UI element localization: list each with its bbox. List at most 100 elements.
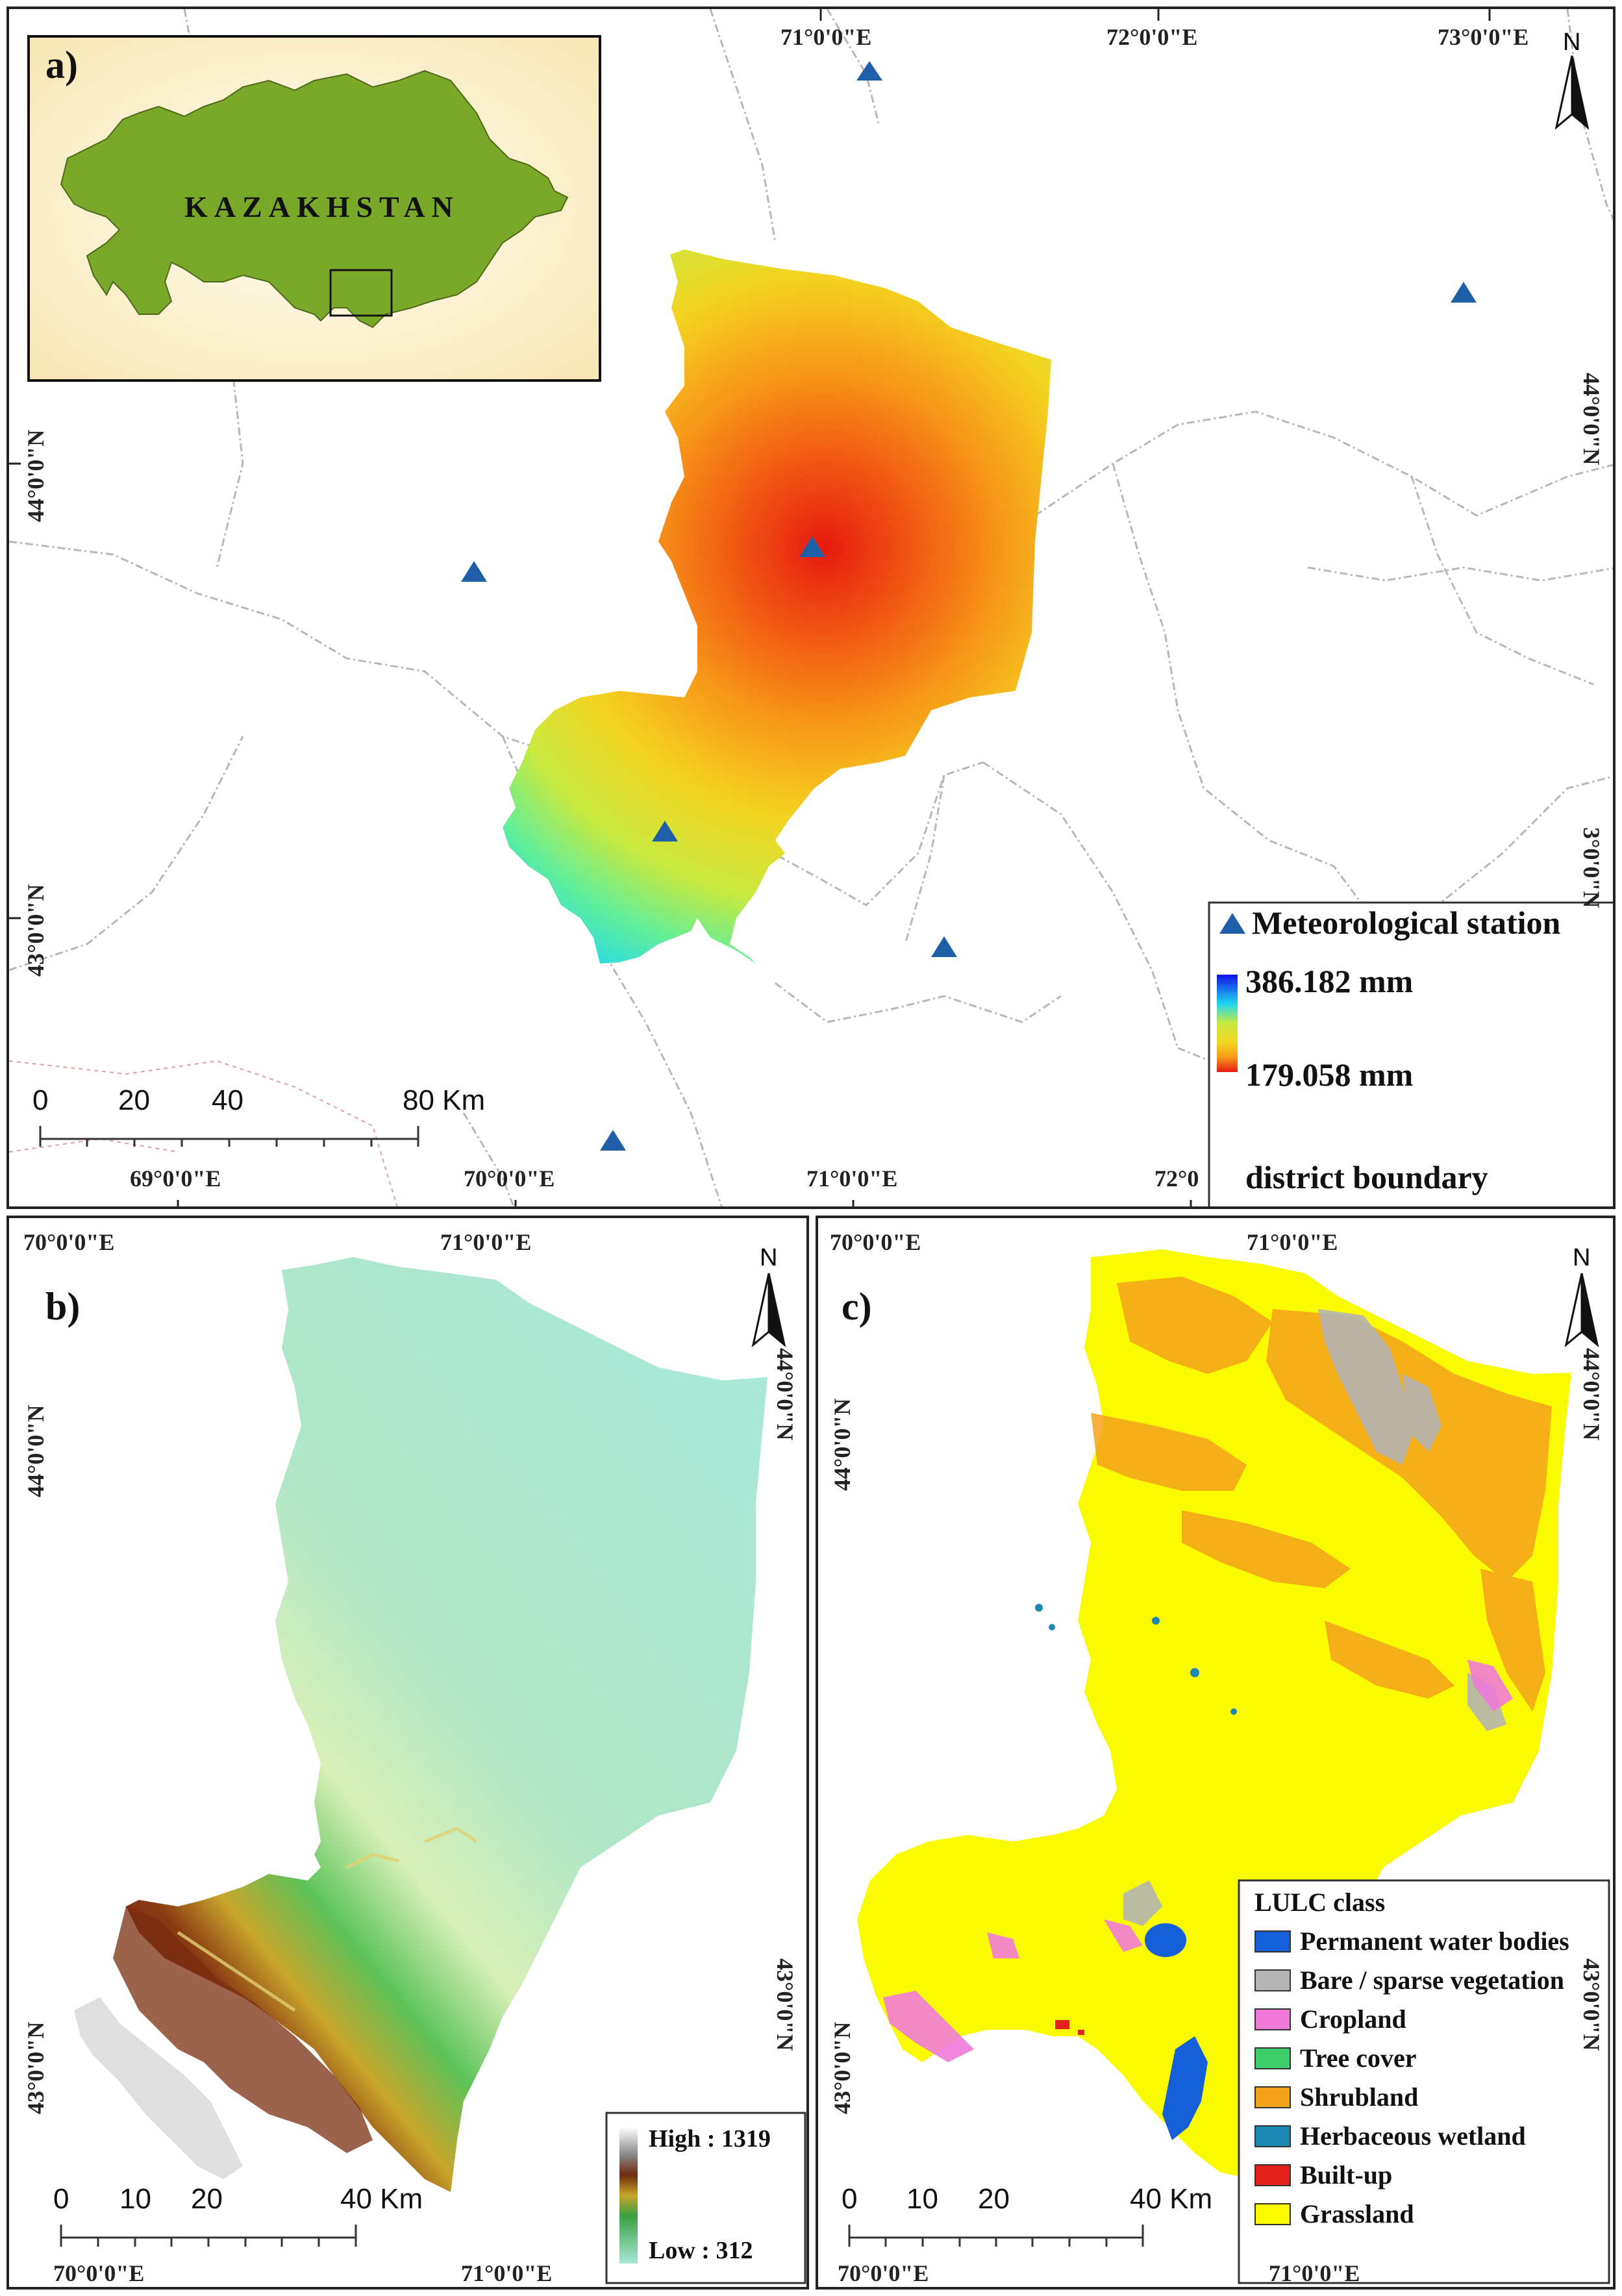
- water-body: [1145, 1923, 1186, 1957]
- scale-a-0: 0: [32, 1084, 49, 1116]
- panel-b-bottom-lon-1: 70°0'0"E: [53, 2260, 145, 2286]
- panel-a-right-lat-1: 44°0'0"N: [1578, 373, 1604, 466]
- panel-a-label: a): [45, 44, 78, 86]
- panel-b-map-canvas: [60, 1257, 806, 2284]
- lulc-swatch: [1254, 2008, 1291, 2030]
- panel-c-bottom-lon-2: 71°0'0"E: [1269, 2260, 1360, 2286]
- lulc-label: Tree cover: [1300, 2043, 1417, 2073]
- panel-b-north-label: N: [760, 1244, 778, 1271]
- panel-a-bottom-lon-3: 71°0'0"E: [806, 1166, 898, 1192]
- panel-a-top-lon-3: 73°0'0"E: [1438, 24, 1529, 50]
- panel-a-top-lon-2: 72°0'0"E: [1106, 24, 1198, 50]
- lulc-legend-title: LULC class: [1254, 1888, 1386, 1917]
- inset-country-label: KAZAKHSTAN: [184, 190, 460, 223]
- legend-station-icon: [1219, 913, 1245, 934]
- scale-c-20: 20: [978, 2183, 1010, 2215]
- panel-b-right-lat-1: 44°0'0"N: [772, 1348, 798, 1441]
- station-marker: [600, 1130, 626, 1151]
- north-arrow-b: [751, 1273, 786, 1347]
- panel-c-left-lat-2: 43°0'0"N: [829, 2021, 855, 2114]
- panel-a-top-lon-1: 71°0'0"E: [780, 24, 872, 50]
- panel-a-right-lat-2: 3°0'0"N: [1578, 827, 1604, 908]
- panel-b-bottom-lon-2: 71°0'0"E: [461, 2260, 553, 2286]
- lulc-swatch: [1254, 1930, 1291, 1953]
- scale-a-20: 20: [118, 1084, 150, 1116]
- lulc-label: Cropland: [1300, 2004, 1406, 2034]
- scale-bar-c: [848, 2225, 1144, 2247]
- panel-b-right-lat-2: 43°0'0"N: [772, 1958, 798, 2051]
- lulc-label: Herbaceous wetland: [1300, 2121, 1526, 2151]
- scale-c-40: 40 Km: [1130, 2183, 1213, 2215]
- grassland-area: [857, 1249, 1571, 2179]
- ridges: [177, 1827, 478, 2012]
- north-arrow-a: [1554, 55, 1590, 130]
- legend-precip-ramp: [1217, 975, 1238, 1072]
- shrubland-patches: [1091, 1277, 1552, 1712]
- legend-precip-high: 386.182 mm: [1245, 963, 1414, 999]
- elevation-raster: [126, 1257, 767, 2192]
- panel-b-left-lat-1: 44°0'0"N: [23, 1404, 49, 1497]
- legend-box-a: [1208, 901, 1613, 1206]
- legend-box-b: [605, 2112, 806, 2284]
- panel-c-label: c): [842, 1285, 872, 1328]
- panel-c-lulc-map: c) 70°0'0"E 71°0'0"E 70°0'0"E 71°0'0"E 4…: [816, 1216, 1616, 2290]
- lulc-swatch: [1254, 2125, 1291, 2147]
- tree-wetland-specks: [1035, 1604, 1237, 1715]
- scale-c-0: 0: [842, 2183, 858, 2215]
- panel-a-bottom-lon-1: 69°0'0"E: [130, 1166, 221, 1192]
- panel-b-label: b): [45, 1285, 81, 1328]
- water-bodies: [1145, 1923, 1208, 2140]
- panel-b-left-lat-2: 43°0'0"N: [23, 2021, 49, 2114]
- lulc-label: Bare / sparse vegetation: [1300, 1965, 1564, 1995]
- legend-station-label: Meteorological station: [1252, 905, 1561, 941]
- scale-bar-a: [39, 1126, 419, 1147]
- legend-elevation-low: Low : 312: [649, 2237, 753, 2264]
- panel-c-left-lat-1: 44°0'0"N: [829, 1398, 855, 1491]
- scale-b-40: 40 Km: [340, 2183, 423, 2215]
- builtup-specks: [1055, 2020, 1084, 2035]
- meteorological-stations: [461, 61, 1477, 1151]
- lulc-legend-item: Herbaceous wetland: [1254, 2121, 1526, 2151]
- panel-c-north-label: N: [1573, 1244, 1591, 1271]
- lulc-swatch: [1254, 2047, 1291, 2069]
- panel-c-right-lat-2: 43°0'0"N: [1578, 1958, 1604, 2051]
- panel-a-left-lat-2: 43°0'0"N: [23, 884, 49, 977]
- study-area-box: [329, 269, 393, 317]
- lulc-swatch: [1254, 2202, 1291, 2225]
- panel-a-map-canvas: [9, 9, 1613, 1206]
- north-arrow-c: [1564, 1273, 1599, 1347]
- panel-c-top-lon-2: 71°0'0"E: [1247, 1229, 1338, 1255]
- panel-b-elevation-map: b) 70°0'0"E 71°0'0"E 70°0'0"E 71°0'0"E 4…: [6, 1216, 809, 2290]
- station-marker: [461, 561, 487, 582]
- water-body: [1162, 2036, 1208, 2140]
- lulc-label: Permanent water bodies: [1300, 1927, 1569, 1956]
- panel-c-bottom-lon-1: 70°0'0"E: [838, 2260, 929, 2286]
- legend-elevation-high: High : 1319: [649, 2125, 771, 2152]
- lulc-legend-item: Bare / sparse vegetation: [1254, 1965, 1564, 1995]
- lulc-legend-item: Shrubland: [1254, 2082, 1418, 2112]
- lulc-swatch: [1254, 2086, 1291, 2108]
- legend-district-boundary: district boundary: [1245, 1159, 1488, 1195]
- legend-precip-low: 179.058 mm: [1245, 1056, 1414, 1093]
- scale-b-0: 0: [53, 2183, 69, 2215]
- lulc-legend-item: Tree cover: [1254, 2043, 1417, 2073]
- lulc-legend-item: Cropland: [1254, 2004, 1406, 2034]
- lulc-swatch: [1254, 1969, 1291, 1991]
- scale-b-10: 10: [119, 2183, 151, 2215]
- panel-a-north-label: N: [1563, 29, 1581, 56]
- station-marker: [931, 936, 957, 957]
- high-mountains: [113, 1906, 373, 2153]
- legend-elevation-ramp: [619, 2127, 638, 2264]
- scale-bar-b: [60, 2225, 357, 2247]
- legend-box-c: [1238, 1879, 1610, 2284]
- panel-c-map-canvas: [848, 1249, 1610, 2284]
- lulc-legend-item: Built-up: [1254, 2160, 1392, 2190]
- panel-c-right-lat-1: 44°0'0"N: [1578, 1348, 1604, 1441]
- station-marker: [856, 61, 882, 81]
- lulc-label: Shrubland: [1300, 2082, 1419, 2112]
- red-boundaries: [9, 1060, 398, 1206]
- panel-a-left-lat-1: 44°0'0"N: [23, 429, 49, 522]
- panel-b-top-lon-2: 71°0'0"E: [440, 1229, 532, 1255]
- panel-a-precipitation-map: a) KAZAKHSTAN 71°0'0"E 72°0'0"E 73°0'0"E…: [6, 6, 1616, 1209]
- kazakhstan-outline: [60, 69, 569, 329]
